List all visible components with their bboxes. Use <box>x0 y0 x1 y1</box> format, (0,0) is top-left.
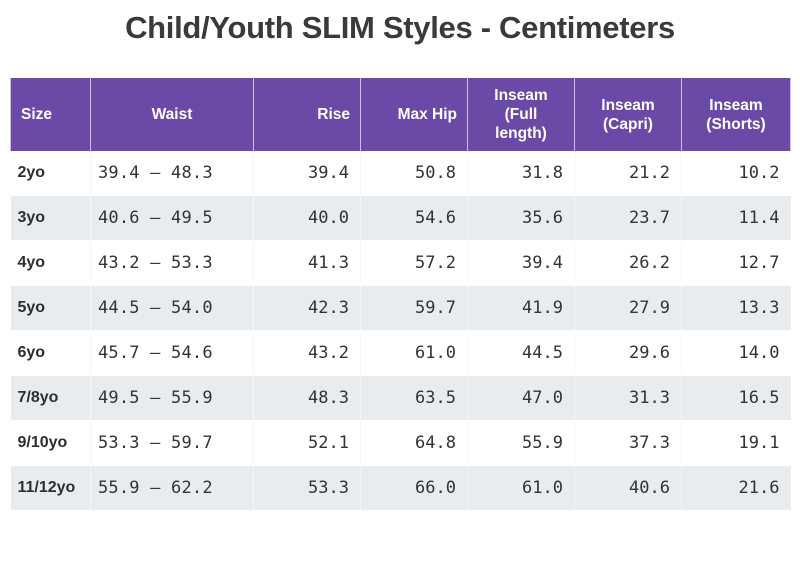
max-hip-cell: 61.0 <box>360 330 468 376</box>
rise-cell: 39.4 <box>253 151 361 196</box>
inseam-full-cell: 44.5 <box>467 330 575 376</box>
table-row: 6yo 45.7 – 54.6 43.2 61.0 44.5 29.6 14.0 <box>10 330 791 376</box>
rise-cell: 42.3 <box>253 285 361 331</box>
inseam-shorts-cell: 16.5 <box>681 375 791 421</box>
table-row: 11/12yo 55.9 – 62.2 53.3 66.0 61.0 40.6 … <box>10 465 791 511</box>
column-header-inseam-shorts: Inseam (Shorts) <box>681 78 791 151</box>
inseam-shorts-cell: 21.6 <box>681 465 791 511</box>
max-hip-cell: 50.8 <box>360 151 468 196</box>
inseam-shorts-cell: 13.3 <box>681 285 791 331</box>
waist-cell: 40.6 – 49.5 <box>90 195 254 241</box>
inseam-full-cell: 39.4 <box>467 240 575 286</box>
column-header-max-hip: Max Hip <box>360 78 468 151</box>
inseam-full-cell: 47.0 <box>467 375 575 421</box>
inseam-capri-cell: 21.2 <box>574 151 682 196</box>
inseam-shorts-cell: 14.0 <box>681 330 791 376</box>
table-row: 5yo 44.5 – 54.0 42.3 59.7 41.9 27.9 13.3 <box>10 285 791 331</box>
max-hip-cell: 59.7 <box>360 285 468 331</box>
inseam-capri-cell: 23.7 <box>574 195 682 241</box>
inseam-capri-cell: 40.6 <box>574 465 682 511</box>
size-cell: 9/10yo <box>10 420 91 466</box>
table-row: 3yo 40.6 – 49.5 40.0 54.6 35.6 23.7 11.4 <box>10 195 791 241</box>
waist-cell: 39.4 – 48.3 <box>90 151 254 196</box>
rise-cell: 41.3 <box>253 240 361 286</box>
size-cell: 4yo <box>10 240 91 286</box>
inseam-capri-cell: 31.3 <box>574 375 682 421</box>
waist-cell: 49.5 – 55.9 <box>90 375 254 421</box>
table-row: 2yo 39.4 – 48.3 39.4 50.8 31.8 21.2 10.2 <box>10 151 791 196</box>
max-hip-cell: 66.0 <box>360 465 468 511</box>
size-cell: 6yo <box>10 330 91 376</box>
table-header-row: Size Waist Rise Max Hip Inseam (Full len… <box>10 78 791 151</box>
column-header-inseam-capri: Inseam (Capri) <box>574 78 682 151</box>
size-chart-table: Size Waist Rise Max Hip Inseam (Full len… <box>10 78 791 511</box>
waist-cell: 44.5 – 54.0 <box>90 285 254 331</box>
column-header-inseam-full: Inseam (Full length) <box>467 78 575 151</box>
size-cell: 11/12yo <box>10 465 91 511</box>
inseam-capri-cell: 29.6 <box>574 330 682 376</box>
column-header-rise: Rise <box>253 78 361 151</box>
max-hip-cell: 64.8 <box>360 420 468 466</box>
max-hip-cell: 54.6 <box>360 195 468 241</box>
table-row: 4yo 43.2 – 53.3 41.3 57.2 39.4 26.2 12.7 <box>10 240 791 286</box>
inseam-capri-cell: 26.2 <box>574 240 682 286</box>
inseam-full-cell: 41.9 <box>467 285 575 331</box>
inseam-shorts-cell: 10.2 <box>681 151 791 196</box>
inseam-shorts-cell: 19.1 <box>681 420 791 466</box>
max-hip-cell: 63.5 <box>360 375 468 421</box>
table-row: 7/8yo 49.5 – 55.9 48.3 63.5 47.0 31.3 16… <box>10 375 791 421</box>
rise-cell: 43.2 <box>253 330 361 376</box>
inseam-capri-cell: 37.3 <box>574 420 682 466</box>
inseam-capri-cell: 27.9 <box>574 285 682 331</box>
inseam-full-cell: 31.8 <box>467 151 575 196</box>
waist-cell: 55.9 – 62.2 <box>90 465 254 511</box>
rise-cell: 40.0 <box>253 195 361 241</box>
inseam-full-cell: 35.6 <box>467 195 575 241</box>
rise-cell: 52.1 <box>253 420 361 466</box>
waist-cell: 43.2 – 53.3 <box>90 240 254 286</box>
max-hip-cell: 57.2 <box>360 240 468 286</box>
column-header-size: Size <box>10 78 91 151</box>
inseam-full-cell: 61.0 <box>467 465 575 511</box>
waist-cell: 53.3 – 59.7 <box>90 420 254 466</box>
waist-cell: 45.7 – 54.6 <box>90 330 254 376</box>
page-title: Child/Youth SLIM Styles - Centimeters <box>125 10 675 45</box>
rise-cell: 48.3 <box>253 375 361 421</box>
rise-cell: 53.3 <box>253 465 361 511</box>
table-row: 9/10yo 53.3 – 59.7 52.1 64.8 55.9 37.3 1… <box>10 420 791 466</box>
inseam-shorts-cell: 11.4 <box>681 195 791 241</box>
column-header-waist: Waist <box>90 78 254 151</box>
size-cell: 7/8yo <box>10 375 91 421</box>
size-cell: 5yo <box>10 285 91 331</box>
inseam-shorts-cell: 12.7 <box>681 240 791 286</box>
inseam-full-cell: 55.9 <box>467 420 575 466</box>
size-cell: 3yo <box>10 195 91 241</box>
size-cell: 2yo <box>10 151 91 196</box>
